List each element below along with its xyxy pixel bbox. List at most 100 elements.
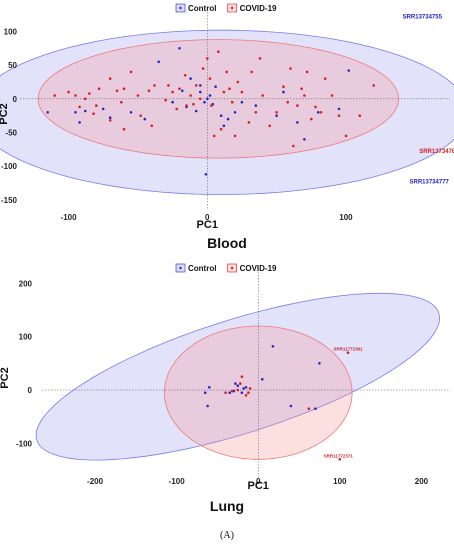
control-point — [214, 85, 217, 88]
control-point — [206, 404, 209, 408]
covid-point — [199, 97, 202, 101]
covid-point — [164, 98, 167, 102]
legend-marker — [179, 266, 182, 270]
control-point — [347, 69, 351, 72]
covid-point — [338, 458, 342, 461]
covid-point — [201, 67, 205, 70]
y-tick-label: -50 — [5, 129, 17, 138]
covid-point — [372, 84, 376, 87]
control-point — [208, 386, 211, 389]
covid-point — [250, 70, 253, 74]
x-tick-label: -100 — [169, 477, 186, 486]
control-point — [228, 391, 231, 395]
covid-point — [286, 100, 290, 104]
control-point — [199, 84, 202, 87]
control-point — [236, 384, 240, 388]
control-point — [181, 89, 184, 93]
covid-point — [303, 94, 306, 97]
control-point — [289, 404, 293, 408]
control-point — [189, 77, 192, 80]
legend-label: COVID-19 — [240, 4, 277, 13]
y-axis-title: PC2 — [0, 367, 11, 388]
control-point — [204, 173, 208, 176]
legend-label: Control — [188, 4, 216, 13]
covid-point — [268, 124, 272, 128]
control-point — [157, 60, 160, 64]
covid-point — [210, 104, 213, 107]
control-point — [233, 111, 237, 114]
control-point — [240, 100, 244, 104]
covid-point — [78, 105, 81, 109]
covid-point — [344, 134, 348, 138]
y-tick-label: 100 — [4, 27, 18, 36]
sample-annotation: SRR13734755 — [403, 14, 443, 20]
covid-point — [92, 112, 95, 115]
covid-point — [150, 124, 154, 128]
covid-point — [97, 87, 101, 90]
control-point — [240, 391, 244, 395]
control-point — [271, 345, 275, 348]
y-tick-label: 200 — [19, 279, 33, 288]
control-point — [203, 100, 206, 104]
x-tick-label: 0 — [256, 477, 261, 486]
covid-point — [219, 127, 223, 131]
covid-point — [108, 119, 112, 122]
x-tick-label: 0 — [205, 213, 210, 222]
covid-point — [236, 80, 240, 84]
y-tick-label: 0 — [28, 386, 33, 395]
control-point — [244, 386, 248, 389]
control-point — [254, 104, 258, 107]
control-point — [219, 114, 223, 117]
covid-point — [330, 94, 334, 97]
x-axis-title: PC1 — [248, 480, 269, 492]
sample-annotation: SRR13734777 — [410, 179, 450, 185]
legend-marker — [230, 6, 234, 10]
legend: Control COVID-19 — [175, 3, 277, 13]
covid-point — [323, 77, 327, 80]
control-point — [337, 107, 341, 111]
legend-label: Control — [188, 264, 216, 273]
covid-point — [222, 90, 226, 94]
y-tick-label: 100 — [19, 333, 33, 342]
covid-point — [115, 89, 119, 93]
covid-point — [228, 87, 231, 90]
covid-point — [136, 94, 140, 97]
y-tick-label: -150 — [1, 196, 18, 205]
covid-point — [261, 94, 265, 97]
covid-point — [307, 407, 311, 411]
legend-marker — [179, 6, 182, 10]
control-point — [108, 116, 112, 119]
covid-point — [314, 105, 317, 109]
covid-point — [275, 111, 278, 114]
covid-point — [74, 94, 77, 97]
covid-point — [194, 84, 198, 87]
control-point — [194, 109, 198, 113]
lung-pca-chart: -200 -100 0 100 200 -100 0 100 200 PC1 PC2 Lung Cont… — [0, 263, 450, 514]
x-tick-label: 100 — [339, 213, 353, 222]
covid-point — [171, 90, 174, 94]
covid-point — [178, 87, 181, 90]
covid-point — [122, 87, 126, 90]
covid-point — [208, 77, 212, 80]
control-point — [261, 378, 264, 381]
covid-point — [108, 77, 112, 80]
y-tick-label: -100 — [1, 162, 18, 171]
covid-point — [167, 84, 170, 87]
covid-point — [319, 111, 323, 114]
covid-point — [230, 389, 234, 393]
x-tick-label: -200 — [87, 477, 104, 486]
covid-point — [175, 107, 178, 111]
legend-label: COVID-19 — [240, 264, 277, 273]
covid-point — [212, 134, 216, 138]
x-tick-label: 200 — [415, 477, 429, 486]
control-point — [234, 382, 237, 385]
covid-point — [83, 97, 87, 101]
control-point — [222, 124, 226, 128]
control-point — [275, 114, 278, 117]
covid-point — [53, 94, 56, 97]
covid-point — [254, 111, 258, 114]
control-point — [101, 107, 105, 111]
covid-point — [95, 104, 98, 107]
covid-point — [185, 104, 188, 107]
covid-point — [192, 102, 195, 106]
